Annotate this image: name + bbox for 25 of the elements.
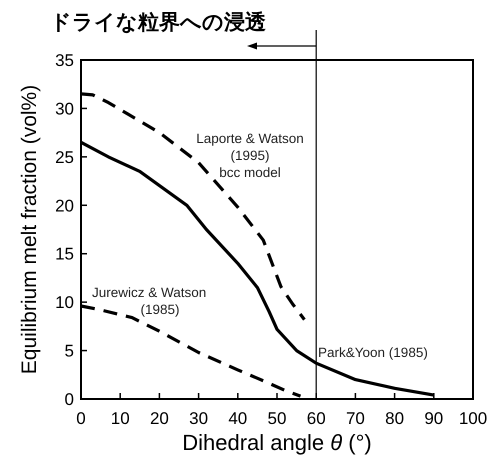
y-tick-label: 0 <box>64 390 74 409</box>
series-label: Laporte & Watson (1995) bcc model <box>196 131 304 180</box>
x-tick-label: 10 <box>110 409 130 428</box>
x-tick-label: 90 <box>424 409 444 428</box>
x-tick-label: 80 <box>385 409 404 428</box>
y-tick-label: 25 <box>55 148 74 167</box>
ref-line-label: ドライな粒界への浸透 <box>50 11 266 34</box>
y-tick-label: 35 <box>55 51 74 70</box>
x-tick-label: 0 <box>76 409 86 428</box>
x-tick-label: 40 <box>228 409 248 428</box>
x-axis-title: Dihedral angle θ (°) <box>182 430 372 455</box>
series-label: Jurewicz & Watson (1985) <box>92 285 206 317</box>
series-label: Park&Yoon (1985) <box>318 345 428 360</box>
y-tick-label: 10 <box>55 293 74 312</box>
y-axis-title: Equilibrium melt fraction (vol%) <box>18 84 41 374</box>
y-tick-label: 20 <box>55 196 74 216</box>
x-tick-label: 50 <box>268 409 286 428</box>
x-tick-label: 30 <box>189 409 208 428</box>
x-tick-label: 70 <box>346 409 365 428</box>
x-tick-label: 20 <box>150 409 169 428</box>
y-tick-label: 15 <box>55 244 74 264</box>
y-tick-label: 5 <box>64 342 74 361</box>
y-tick-label: 30 <box>55 99 74 118</box>
x-tick-label: 100 <box>458 409 487 428</box>
x-tick-label: 60 <box>306 409 326 428</box>
